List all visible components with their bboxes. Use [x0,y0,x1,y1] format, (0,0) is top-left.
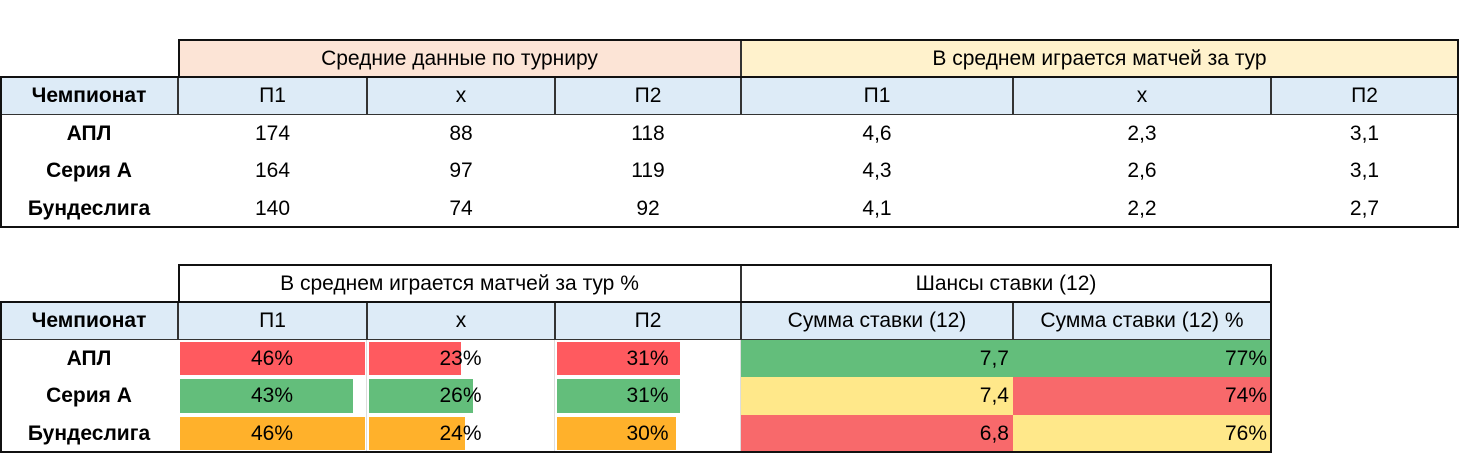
value-cell: 4,3 [862,159,892,182]
sum-cell: 7,4 [741,377,1013,415]
column-header: Чемпионат [0,302,178,340]
value-cell: 140 [254,196,291,220]
sum-cell: 6,8 [741,415,1013,452]
value-cell: 74 [449,196,473,220]
percent-label: 46% [250,421,294,445]
column-header: П1 [178,302,367,340]
percent-label: 31% [626,384,669,407]
value-cell: 3,1 [1349,159,1380,182]
column-header: Чемпионат [0,77,178,115]
sum-cell: 7,7 [741,340,1013,377]
data-bar [180,342,365,375]
data-bar [557,342,680,375]
value-cell: 2,3 [1127,121,1157,145]
column-header: Сумма ставки (12) [741,302,1013,340]
value-cell: 3,1 [1349,121,1380,145]
value-cell: 88 [449,121,473,145]
percent-cell: 31% [555,340,741,377]
value-cell: 2,2 [1127,196,1157,220]
value-cell: 4,1 [862,196,892,220]
column-header: П2 [555,302,741,340]
data-bar [557,417,676,450]
column-header: П2 [555,77,741,115]
percent-cell: 31% [555,377,741,415]
column-header: П2 [1271,77,1458,115]
percent-cell: 26% [367,377,555,415]
data-bar [369,379,473,413]
row-header: Бундеслига [27,421,151,445]
data-bar [180,417,365,450]
group-header: В среднем играется матчей за тур [741,40,1458,77]
column-header: х [1013,77,1271,115]
column-header: х [367,302,555,340]
data-bar [557,379,680,413]
row-header: АПЛ [66,121,112,145]
value-cell: 164 [254,159,291,182]
sum-percent-cell: 74% [1013,377,1271,415]
percent-label: 46% [250,346,294,370]
row-header: Серия А [46,159,132,182]
value-cell: 174 [254,121,291,145]
value-cell: 92 [636,196,660,220]
data-bar [369,417,465,450]
percent-label: 31% [626,346,669,370]
group-header: Средние данные по турниру [178,40,741,77]
group-header: В среднем играется матчей за тур % [178,265,741,302]
row-header: АПЛ [66,346,112,370]
column-header: Сумма ставки (12) % [1013,302,1271,340]
percent-cell: 46% [178,415,367,452]
value-cell: 118 [631,121,665,145]
data-bar [369,342,461,375]
value-cell: 4,6 [862,121,892,145]
percent-cell: 24% [367,415,555,452]
value-cell: 119 [631,159,665,182]
sum-percent-cell: 77% [1013,340,1271,377]
column-header: П1 [178,77,367,115]
value-cell: 2,6 [1127,159,1157,182]
row-header: Бундеслига [27,196,151,220]
percent-label: 24% [439,421,482,445]
percent-cell: 46% [178,340,367,377]
percent-cell: 23% [367,340,555,377]
sum-percent-cell: 76% [1013,415,1271,452]
percent-label: 30% [626,421,669,445]
column-header: П1 [741,77,1013,115]
percent-label: 23% [439,346,482,370]
percent-label: 26% [439,384,482,407]
percent-label: 43% [250,384,294,407]
value-cell: 2,7 [1349,196,1380,220]
value-cell: 97 [449,159,473,182]
percent-cell: 43% [178,377,367,415]
group-header: Шансы ставки (12) [741,265,1271,302]
row-header: Серия А [46,384,132,407]
column-header: х [367,77,555,115]
percent-cell: 30% [555,415,741,452]
data-bar [180,379,353,413]
